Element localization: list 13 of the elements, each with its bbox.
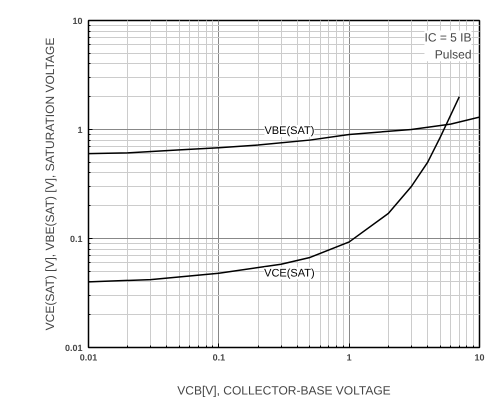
y-tick-label: 10 — [72, 16, 83, 26]
y-tick-label: 0.01 — [64, 343, 83, 353]
y-axis-title: VCE(SAT) [V], VBE(SAT) [V], SATURATION VOLTAGE — [42, 38, 57, 330]
x-tick-label: 1 — [346, 352, 352, 362]
y-tick-label: 0.1 — [70, 234, 83, 244]
x-axis-title: VCB[V], COLLECTOR-BASE VOLTAGE — [177, 384, 391, 398]
annotation: IC = 5 IB Pulsed — [424, 30, 472, 62]
series-label: VBE(SAT) — [264, 125, 314, 138]
x-tick-label: 0.1 — [212, 352, 226, 362]
x-tick-label: 0.01 — [80, 352, 98, 362]
x-tick-label: 10 — [474, 352, 485, 362]
series-label: VCE(SAT) — [264, 267, 315, 280]
y-tick-label: 1 — [77, 125, 83, 135]
